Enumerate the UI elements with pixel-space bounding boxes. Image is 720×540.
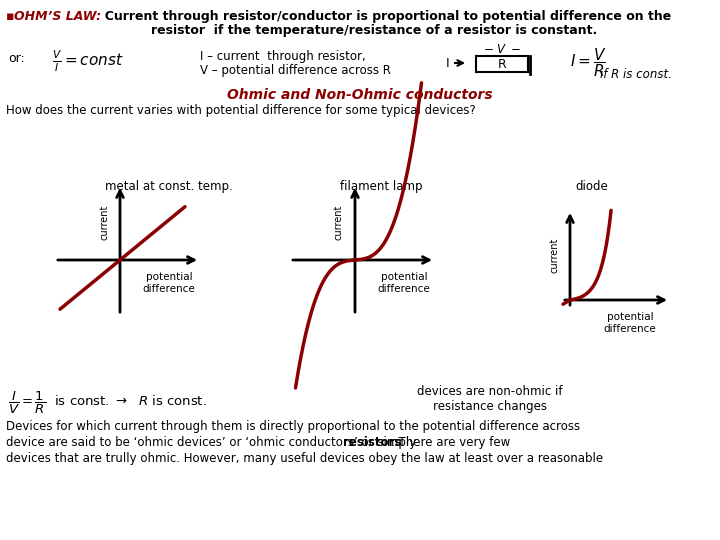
Text: Current through resistor/conductor is proportional to potential difference on th: Current through resistor/conductor is pr… (96, 10, 671, 23)
Text: $-\ V\ -$: $-\ V\ -$ (483, 43, 521, 56)
Text: metal at const. temp.: metal at const. temp. (105, 180, 233, 193)
Text: or:: or: (8, 52, 24, 65)
Text: resistor  if the temperature/resistance of a resistor is constant.: resistor if the temperature/resistance o… (151, 24, 598, 37)
Text: V – potential difference across R: V – potential difference across R (200, 64, 391, 77)
Text: I – current  through resistor,: I – current through resistor, (200, 50, 366, 63)
Text: ▪: ▪ (6, 10, 19, 23)
Text: OHM’S LAW:: OHM’S LAW: (14, 10, 101, 23)
Text: devices that are trully ohmic. However, many useful devices obey the law at leas: devices that are trully ohmic. However, … (6, 452, 603, 465)
Text: filament lamp: filament lamp (340, 180, 423, 193)
Text: potential
difference: potential difference (143, 272, 195, 294)
Text: device are said to be ‘ohmic devices’ or ‘ohmic conductors’ or simply: device are said to be ‘ohmic devices’ or… (6, 436, 420, 449)
Text: potential
difference: potential difference (377, 272, 431, 294)
Text: Devices for which current through them is directly proportional to the potential: Devices for which current through them i… (6, 420, 580, 433)
Text: $\dfrac{I}{V} = \dfrac{1}{R}$  is const. $\rightarrow$  $R$ is const.: $\dfrac{I}{V} = \dfrac{1}{R}$ is const. … (8, 390, 207, 416)
Bar (476, 56, 528, 72)
Text: if R is const.: if R is const. (600, 68, 672, 81)
Text: I: I (446, 57, 450, 70)
Text: devices are non-ohmic if
resistance changes: devices are non-ohmic if resistance chan… (418, 385, 563, 413)
Text: potential
difference: potential difference (603, 312, 657, 334)
Text: resistors: resistors (343, 436, 402, 449)
Text: current: current (334, 205, 344, 240)
Text: R: R (498, 57, 506, 71)
Text: Ohmic and Non-Ohmic conductors: Ohmic and Non-Ohmic conductors (228, 88, 492, 102)
Text: $\frac{V}{I} = const$: $\frac{V}{I} = const$ (52, 48, 124, 73)
Text: current: current (549, 237, 559, 273)
Text: $I = \dfrac{V}{R}$: $I = \dfrac{V}{R}$ (570, 46, 606, 79)
Text: diode: diode (575, 180, 608, 193)
Text: How does the current varies with potential difference for some typical devices?: How does the current varies with potenti… (6, 104, 476, 117)
Text: current: current (99, 205, 109, 240)
Text: . There are very few: . There are very few (391, 436, 510, 449)
